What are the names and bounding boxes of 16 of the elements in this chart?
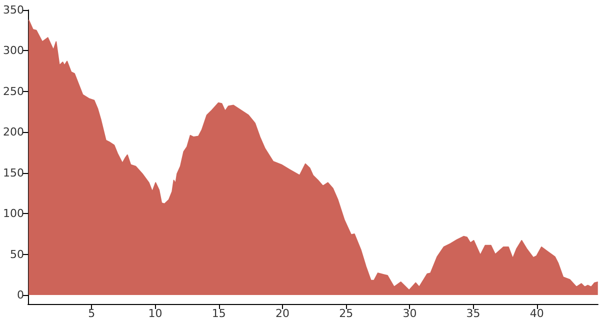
y-tick-label: 50 [10,248,24,261]
x-tick-label: 5 [88,307,96,320]
y-tick-label: 150 [2,166,24,180]
y-tick-label: 300 [2,44,24,58]
x-tick-label: 30 [402,307,417,320]
y-tick-label: 350 [2,4,24,16]
y-tick-label: 0 [16,288,24,302]
y-tick-label: 100 [2,207,24,220]
y-tick-label: 200 [2,126,24,139]
x-tick-label: 25 [339,307,354,320]
x-tick-label: 40 [530,307,544,320]
x-tick-label: 15 [212,307,226,320]
x-tick-label: 20 [275,307,290,320]
x-tick-label: 10 [148,307,162,320]
x-tick-label: 35 [466,307,480,320]
y-tick-label: 250 [2,84,24,98]
